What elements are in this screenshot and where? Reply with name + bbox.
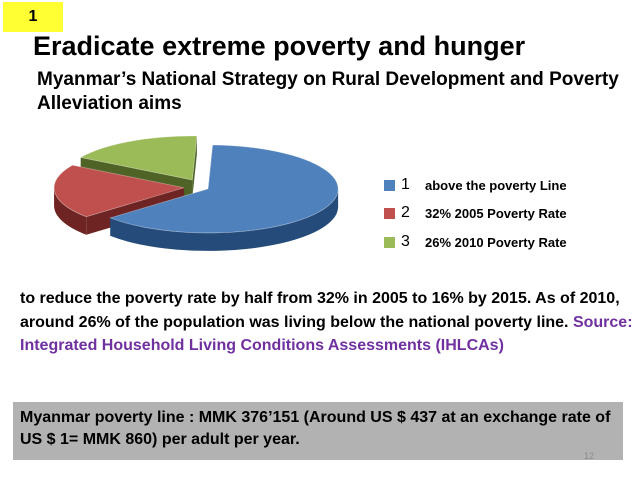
poverty-line-note: Myanmar poverty line : MMK 376’151 (Arou… <box>13 402 623 460</box>
section-number-badge: 1 <box>3 2 63 32</box>
pie-chart <box>53 135 339 251</box>
legend-label-3: 26% 2010 Poverty Rate <box>425 234 567 250</box>
pie-slice-1-top <box>109 144 339 234</box>
pie-slice-2-top <box>53 164 185 218</box>
body-main-text: to reduce the poverty rate by half from … <box>20 290 620 331</box>
legend-swatch-2 <box>384 207 395 219</box>
pie-slice-1 <box>109 144 339 251</box>
source-citation: Source: Integrated Household Living Cond… <box>20 313 633 355</box>
slide-title: Eradicate extreme poverty and hunger <box>33 31 526 61</box>
legend-label-1: above the poverty Line <box>425 177 567 193</box>
body-paragraph: to reduce the poverty rate by half from … <box>20 287 635 358</box>
legend-item-2: 2 32% 2005 Poverty Rate <box>384 204 567 222</box>
pie-slice-2-rim-1 <box>54 187 87 235</box>
slide-subtitle: Myanmar’s National Strategy on Rural Dev… <box>37 69 619 114</box>
legend-number-1: 1 <box>401 176 410 193</box>
legend-number-2: 2 <box>401 204 410 221</box>
pie-slice-3-top <box>79 135 198 181</box>
slide-number: 12 <box>583 451 594 461</box>
pie-slice-1-rim-1 <box>110 188 339 251</box>
legend-swatch-1 <box>384 179 395 191</box>
legend-item-3: 3 26% 2010 Poverty Rate <box>384 233 567 251</box>
legend-number-3: 3 <box>401 233 410 250</box>
legend-swatch-3 <box>384 236 395 248</box>
pie-slice-3-wall-2 <box>192 136 197 198</box>
legend-item-1: 1 above the poverty Line <box>384 176 567 194</box>
legend-label-2: 32% 2005 Poverty Rate <box>425 205 567 221</box>
